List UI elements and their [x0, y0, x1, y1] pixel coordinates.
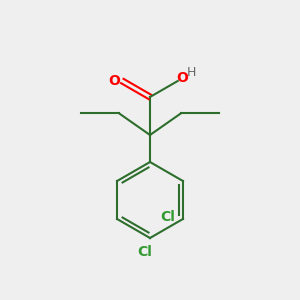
Text: O: O	[108, 74, 120, 88]
Text: H: H	[187, 67, 196, 80]
Text: Cl: Cl	[138, 245, 152, 259]
Text: Cl: Cl	[160, 210, 175, 224]
Text: O: O	[176, 71, 188, 85]
